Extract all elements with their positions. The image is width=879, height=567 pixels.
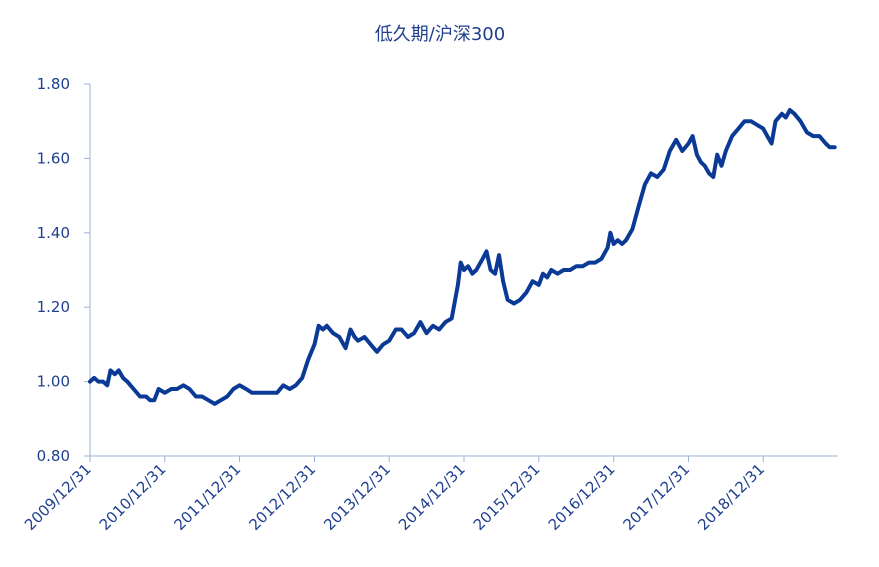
x-tick-label: 2016/12/31 — [545, 460, 619, 534]
y-axis-labels: 0.80 1.00 1.20 1.40 1.60 1.80 — [37, 75, 70, 465]
x-tick-label: 2015/12/31 — [470, 460, 544, 534]
x-tick-label: 2014/12/31 — [395, 460, 469, 534]
y-tick-label: 1.00 — [37, 373, 70, 391]
x-tick-label: 2018/12/31 — [694, 460, 768, 534]
y-tick-label: 1.40 — [37, 224, 70, 242]
x-tick-label: 2012/12/31 — [245, 460, 319, 534]
x-tick-label: 2017/12/31 — [619, 460, 693, 534]
chart-title: 低久期/沪深300 — [375, 24, 505, 45]
x-axis-labels: 2009/12/31 2010/12/31 2011/12/31 2012/12/31… — [21, 460, 768, 534]
x-tick-label: 2013/12/31 — [320, 460, 394, 534]
y-tick-label: 1.20 — [37, 298, 70, 316]
y-tick-label: 1.60 — [37, 149, 70, 167]
y-tick-label: 1.80 — [37, 75, 70, 93]
x-tick-label: 2009/12/31 — [21, 460, 95, 534]
series-line — [88, 108, 837, 406]
x-tick-label: 2010/12/31 — [96, 460, 170, 534]
chart-axes — [84, 83, 838, 462]
x-tick-label: 2011/12/31 — [170, 460, 244, 534]
y-tick-label: 0.80 — [37, 447, 70, 465]
